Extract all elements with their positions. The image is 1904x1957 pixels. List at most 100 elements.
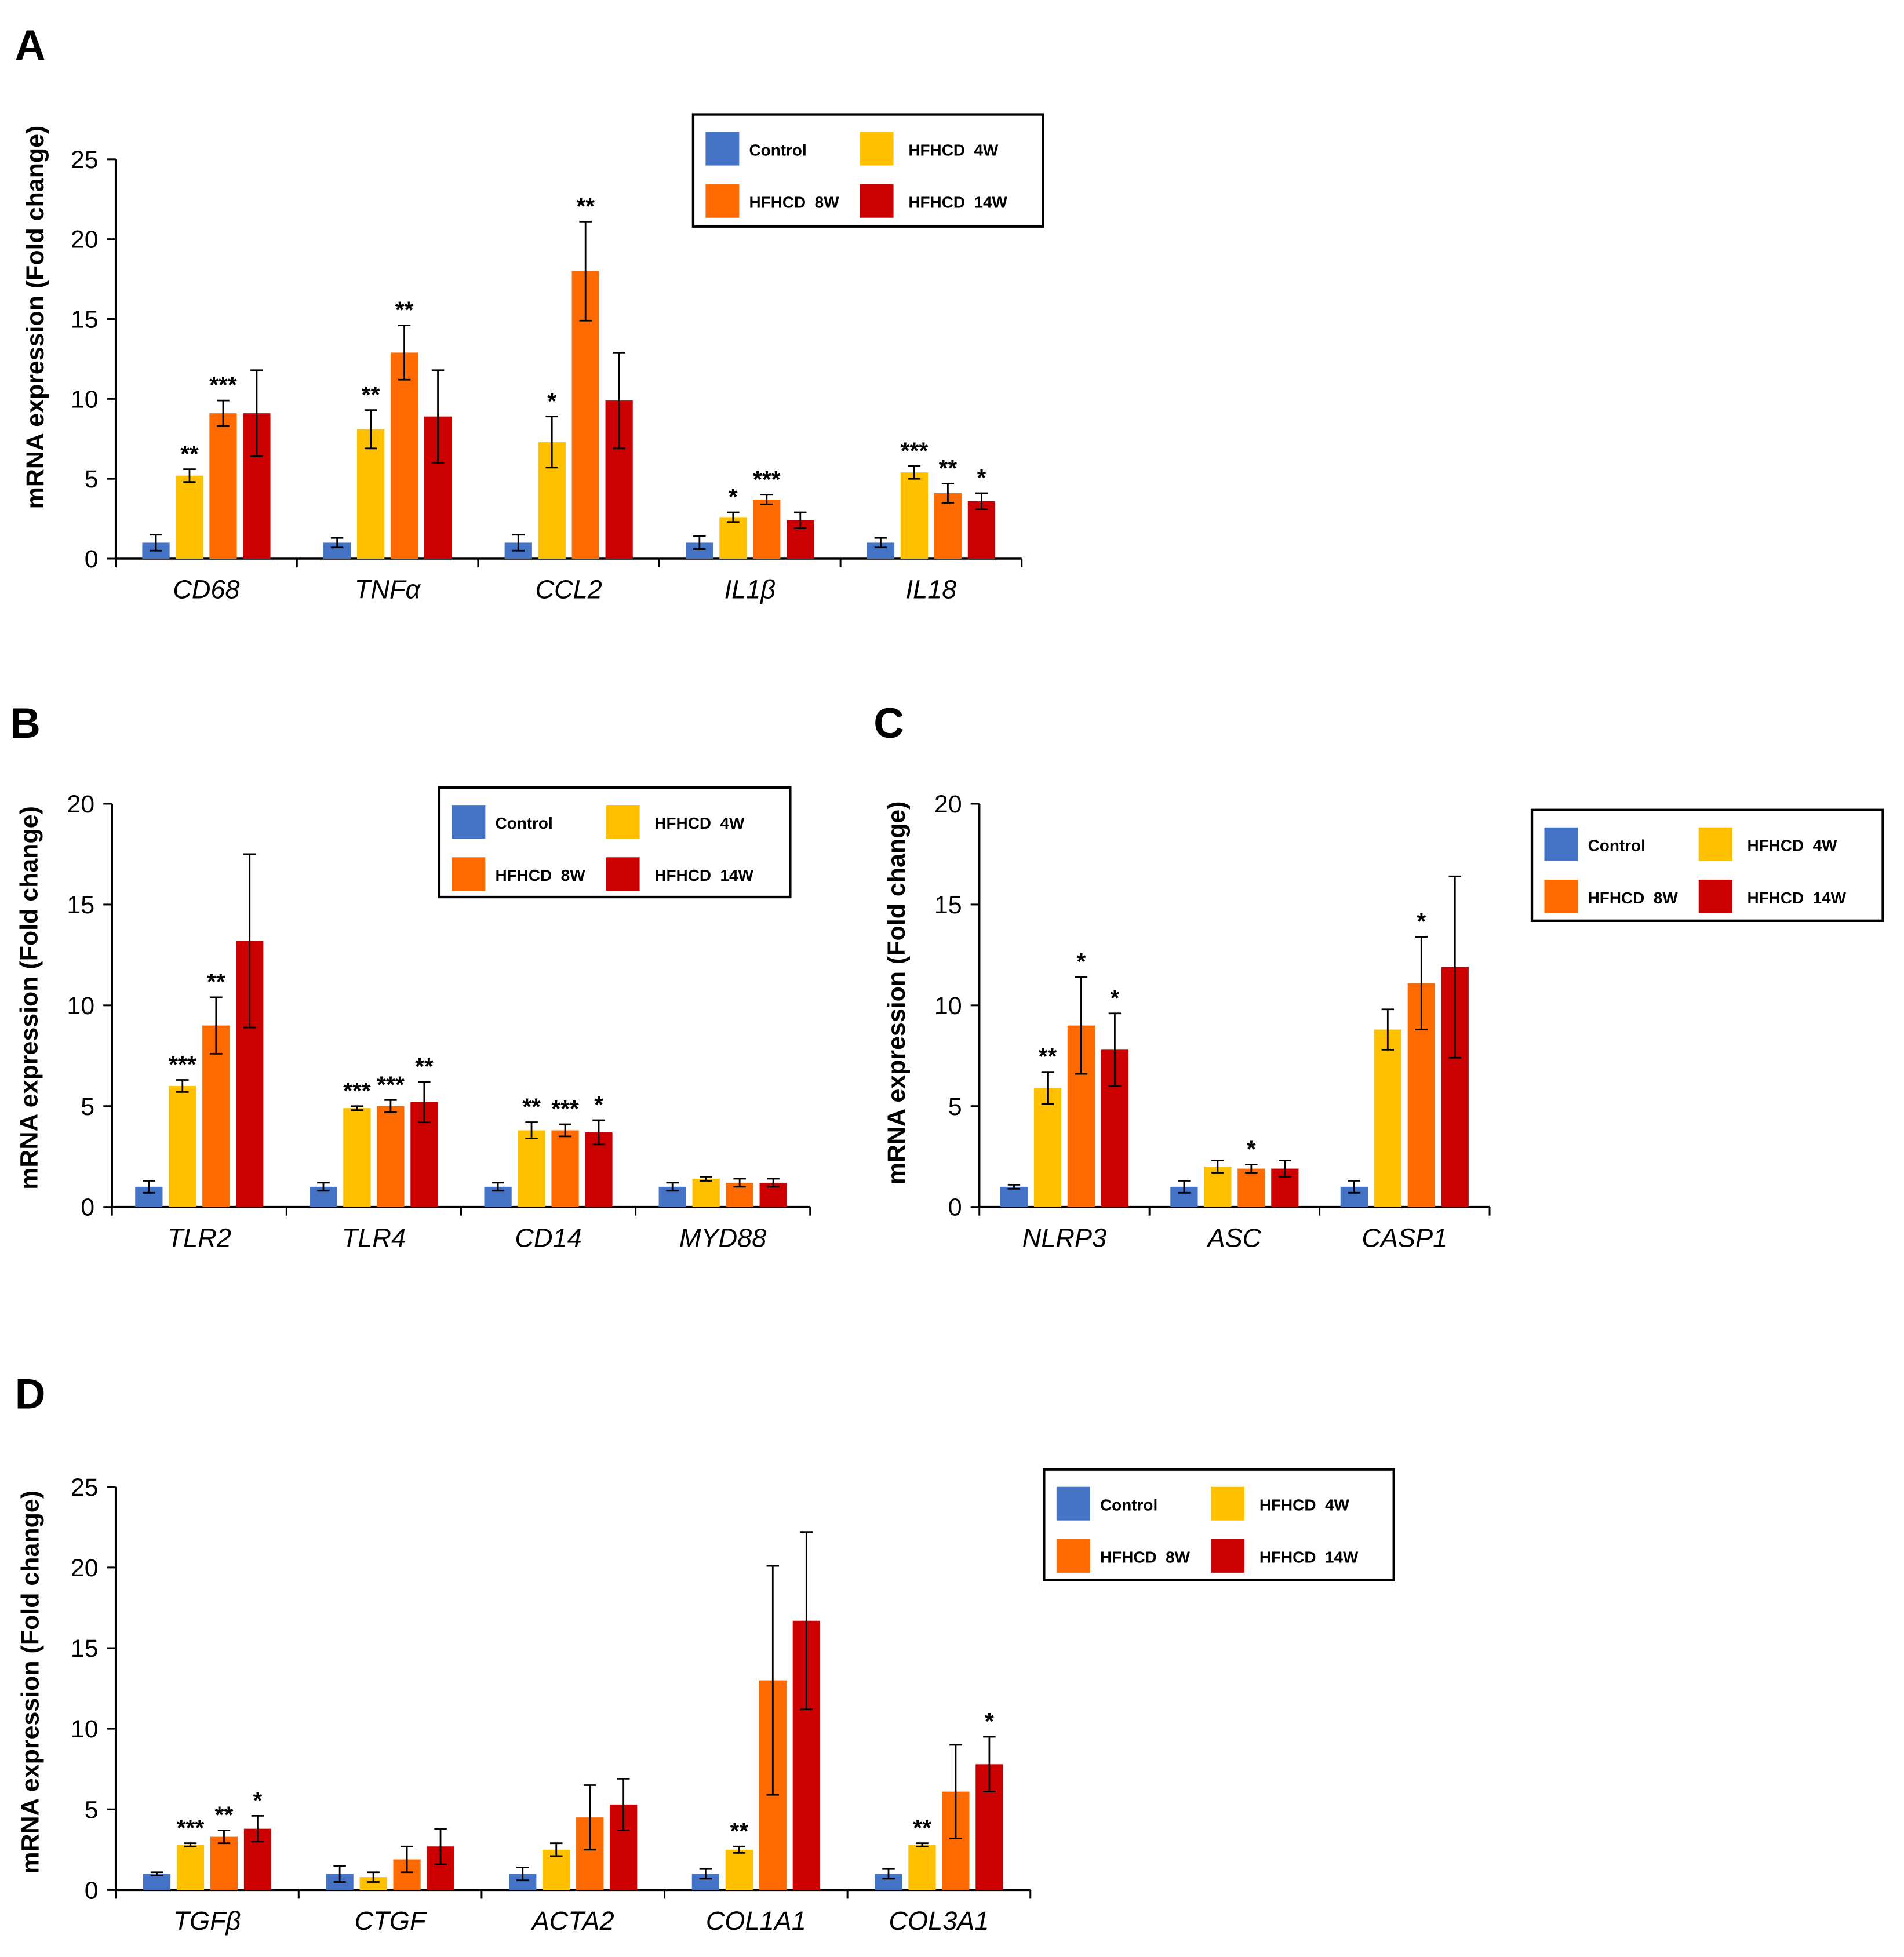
legend-swatch bbox=[1056, 1539, 1090, 1573]
y-axis-label: mRNA expression (Fold change) bbox=[883, 801, 911, 1185]
category-label: COL1A1 bbox=[706, 1906, 806, 1936]
significance-marker: ** bbox=[522, 1094, 541, 1120]
y-tick-label: 0 bbox=[85, 545, 99, 573]
y-tick-label: 20 bbox=[67, 790, 94, 818]
legend-swatch bbox=[1211, 1539, 1245, 1573]
y-tick-label: 5 bbox=[85, 465, 99, 493]
y-tick-label: 25 bbox=[71, 146, 99, 174]
legend-swatch bbox=[1211, 1486, 1245, 1521]
significance-marker: ** bbox=[395, 297, 414, 323]
legend-label: HFHCD 14W bbox=[1259, 1548, 1359, 1566]
significance-marker: ** bbox=[207, 968, 225, 995]
legend-swatch bbox=[606, 805, 640, 839]
legend-label: HFHCD 14W bbox=[1747, 889, 1846, 907]
panel-label: B bbox=[10, 700, 41, 747]
bar bbox=[1000, 1186, 1028, 1207]
bar bbox=[967, 501, 996, 559]
category-label: CD14 bbox=[515, 1223, 581, 1252]
bar bbox=[725, 1849, 753, 1890]
category-label: TLR2 bbox=[168, 1223, 231, 1252]
legend-label: HFHCD 4W bbox=[1259, 1496, 1350, 1514]
legend-label: HFHCD 14W bbox=[654, 866, 753, 884]
y-tick-label: 10 bbox=[934, 992, 962, 1020]
panel-label: A bbox=[15, 22, 46, 69]
significance-marker: ** bbox=[362, 381, 380, 408]
legend-label: HFHCD 8W bbox=[749, 194, 840, 212]
legend-swatch bbox=[1056, 1486, 1090, 1521]
bar bbox=[176, 475, 203, 559]
category-label: MYD88 bbox=[679, 1223, 766, 1252]
bar bbox=[1033, 1088, 1062, 1207]
bar bbox=[209, 413, 237, 559]
y-tick-label: 5 bbox=[948, 1093, 962, 1121]
significance-marker: * bbox=[1110, 985, 1119, 1011]
significance-marker: * bbox=[547, 388, 556, 414]
significance-marker: ** bbox=[1039, 1043, 1057, 1070]
significance-marker: ** bbox=[215, 1802, 234, 1828]
category-label: TGFβ bbox=[174, 1906, 241, 1936]
legend-swatch bbox=[705, 132, 740, 166]
category-label: TNFα bbox=[355, 575, 421, 604]
significance-marker: ** bbox=[180, 440, 199, 467]
category-label: COL3A1 bbox=[889, 1906, 989, 1936]
y-axis-label: mRNA expression (Fold change) bbox=[21, 126, 49, 509]
bar bbox=[908, 1845, 936, 1890]
y-tick-label: 10 bbox=[71, 385, 99, 413]
legend-swatch bbox=[860, 132, 894, 166]
bar bbox=[377, 1106, 405, 1207]
legend-label: HFHCD 4W bbox=[654, 814, 745, 832]
category-label: TLR4 bbox=[342, 1223, 406, 1252]
legend-label: Control bbox=[749, 141, 807, 159]
category-label: NLRP3 bbox=[1022, 1223, 1106, 1252]
y-tick-label: 10 bbox=[67, 992, 94, 1020]
significance-marker: * bbox=[1247, 1136, 1256, 1162]
y-tick-label: 20 bbox=[71, 1554, 99, 1582]
y-tick-label: 15 bbox=[71, 306, 99, 334]
category-label: IL18 bbox=[906, 575, 957, 604]
legend-swatch bbox=[705, 184, 740, 218]
legend-swatch bbox=[860, 184, 894, 218]
legend-swatch bbox=[606, 857, 640, 891]
significance-marker: ** bbox=[730, 1817, 748, 1844]
legend-label: Control bbox=[1588, 837, 1645, 855]
significance-marker: *** bbox=[177, 1814, 205, 1841]
y-tick-label: 15 bbox=[67, 891, 94, 919]
bar bbox=[202, 1025, 230, 1207]
significance-marker: * bbox=[729, 483, 738, 510]
legend-swatch bbox=[1698, 827, 1732, 861]
y-axis-label: mRNA expression (Fold change) bbox=[15, 806, 43, 1190]
significance-marker: *** bbox=[901, 437, 929, 464]
y-tick-label: 0 bbox=[81, 1194, 94, 1222]
bar bbox=[343, 1108, 371, 1207]
panel-label: C bbox=[873, 700, 904, 747]
significance-marker: ** bbox=[576, 192, 595, 219]
category-label: CASP1 bbox=[1361, 1223, 1447, 1252]
bar bbox=[356, 429, 385, 559]
bar bbox=[1374, 1029, 1401, 1207]
significance-marker: *** bbox=[377, 1071, 405, 1098]
significance-marker: * bbox=[977, 464, 986, 491]
y-axis-label: mRNA expression (Fold change) bbox=[17, 1490, 45, 1874]
legend-label: Control bbox=[496, 814, 553, 832]
significance-marker: * bbox=[1076, 948, 1086, 975]
panel-label: D bbox=[15, 1371, 46, 1417]
legend-label: HFHCD 8W bbox=[1588, 889, 1679, 907]
significance-marker: * bbox=[594, 1091, 603, 1118]
bar bbox=[390, 352, 418, 559]
category-label: ACTA2 bbox=[530, 1906, 614, 1936]
significance-marker: * bbox=[253, 1787, 263, 1814]
significance-marker: ** bbox=[939, 455, 958, 482]
significance-marker: ** bbox=[913, 1814, 931, 1841]
legend-swatch bbox=[452, 857, 486, 891]
bar bbox=[900, 472, 929, 559]
legend-label: HFHCD 8W bbox=[1100, 1548, 1191, 1566]
y-tick-label: 0 bbox=[85, 1876, 99, 1904]
bar bbox=[934, 493, 962, 559]
legend-label: HFHCD 4W bbox=[1747, 837, 1837, 855]
legend-swatch bbox=[1544, 879, 1578, 913]
legend-swatch bbox=[1698, 879, 1732, 913]
significance-marker: * bbox=[985, 1708, 994, 1734]
